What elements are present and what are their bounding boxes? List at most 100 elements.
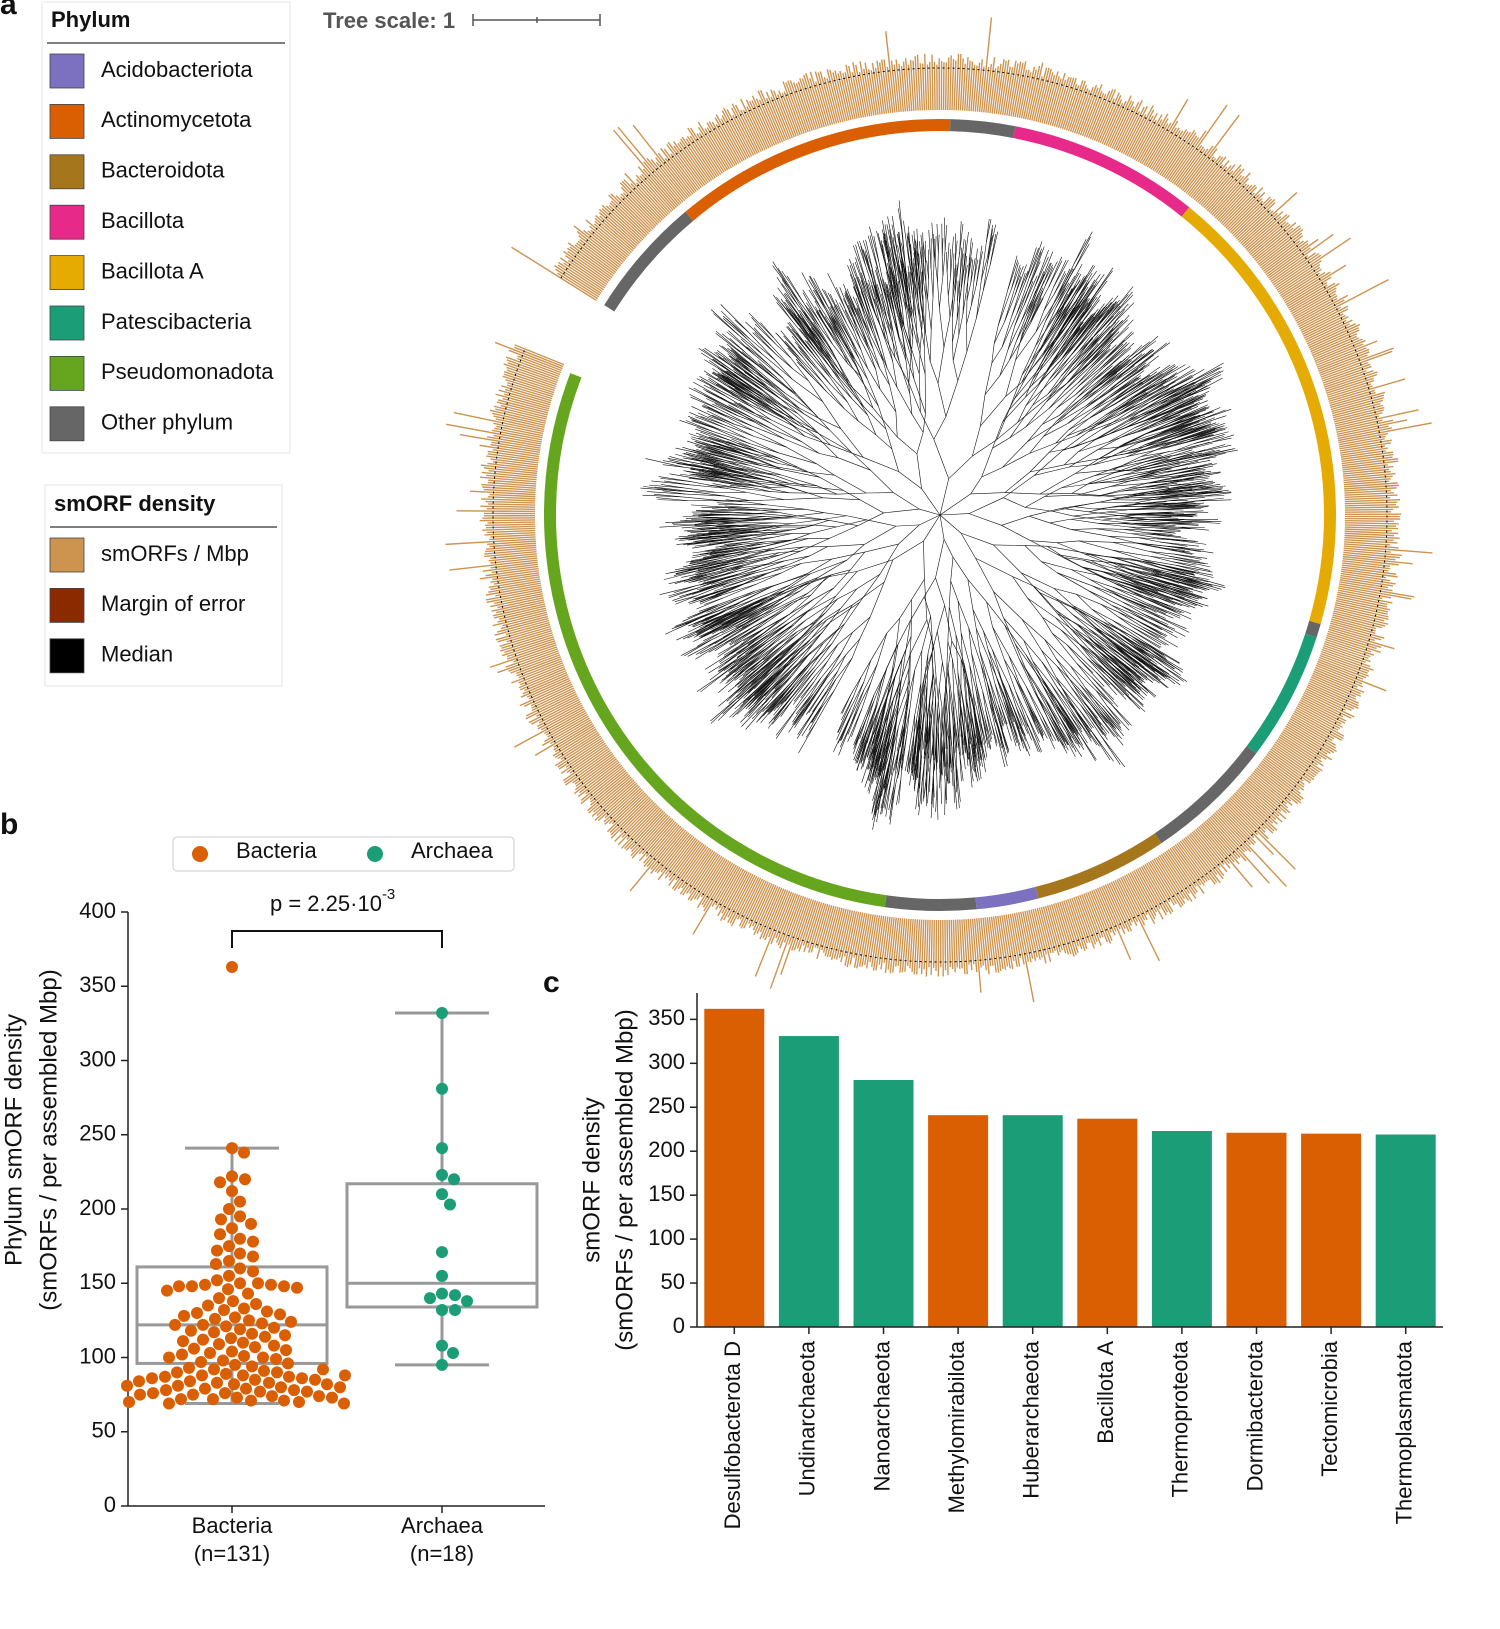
tree-branch	[1122, 354, 1154, 380]
density-spike	[1340, 574, 1396, 585]
density-spike	[892, 917, 900, 973]
tree-branch	[912, 734, 917, 772]
tree-branch	[806, 520, 829, 528]
density-spike	[604, 786, 640, 819]
density-spike	[814, 71, 832, 126]
density-spike	[1252, 222, 1297, 259]
tree-branch	[921, 702, 927, 732]
density-spike	[1174, 844, 1205, 886]
density-spike	[1077, 895, 1097, 945]
tree-branch	[1181, 575, 1213, 586]
density-spike	[486, 455, 539, 464]
tree-branch	[727, 605, 759, 622]
tree-branch	[1145, 476, 1185, 484]
tree-branch	[1028, 356, 1043, 373]
tree-branch	[984, 375, 1000, 395]
density-spike	[1089, 891, 1112, 944]
density-spike	[562, 747, 610, 782]
tree-branch	[773, 573, 811, 586]
tree-branch	[1140, 607, 1160, 618]
tree-branch	[1171, 452, 1202, 460]
tree-branch	[959, 223, 964, 255]
density-spike	[1335, 409, 1419, 429]
tree-branch	[1162, 504, 1181, 507]
density-spike	[1336, 595, 1388, 608]
tree-branch	[911, 579, 925, 600]
tree-branch	[1131, 384, 1164, 403]
density-spike	[792, 82, 811, 132]
density-spike	[796, 899, 815, 949]
tree-branch	[1060, 326, 1080, 349]
tree-branch	[928, 732, 930, 772]
density-spike	[1343, 547, 1391, 553]
tree-branch	[926, 653, 929, 688]
density-spike	[989, 68, 997, 114]
tree-branch	[1162, 385, 1198, 401]
density-spike	[501, 638, 555, 657]
density-spike	[871, 62, 881, 115]
tree-branch	[705, 618, 740, 636]
tree-branch	[662, 460, 699, 467]
tree-branch	[930, 779, 934, 819]
tree-branch	[1155, 364, 1186, 383]
tree-branch	[890, 684, 900, 708]
density-spike	[1201, 823, 1235, 863]
tree-branch	[1114, 557, 1143, 562]
tree-branch	[1149, 424, 1173, 433]
density-spike	[1017, 912, 1030, 962]
tree-branch	[690, 504, 730, 508]
density-spike	[826, 907, 841, 958]
tree-branch	[1160, 366, 1191, 384]
density-spike	[482, 527, 536, 531]
tree-branch	[1098, 446, 1119, 450]
tree-branch	[692, 491, 726, 497]
tree-branch	[723, 513, 756, 515]
tree-branch	[1113, 565, 1152, 574]
density-spike	[557, 272, 599, 300]
tree-branch	[1093, 410, 1115, 426]
tree-branch	[1063, 458, 1099, 466]
tree-branch	[889, 229, 895, 262]
tree-branch	[836, 708, 851, 740]
tree-branch	[772, 663, 789, 677]
tree-branch	[1098, 416, 1117, 426]
tree-branch	[1123, 377, 1141, 390]
density-spike	[1283, 271, 1331, 302]
tree-branch	[1154, 586, 1185, 599]
density-spike	[751, 95, 776, 146]
tree-branch	[737, 659, 769, 685]
tree-branch	[948, 455, 973, 479]
density-spike	[948, 919, 951, 968]
tree-branch	[1150, 487, 1169, 490]
density-spike	[1344, 524, 1396, 527]
tree-branch	[938, 662, 943, 688]
tree-branch	[1090, 344, 1117, 369]
tree-branch	[987, 224, 996, 264]
tree-branch	[1124, 516, 1150, 521]
tree-branch	[908, 356, 912, 383]
tree-branch	[820, 652, 842, 679]
tree-branch	[674, 534, 713, 540]
density-spike	[685, 138, 715, 180]
tree-branch	[690, 570, 716, 578]
density-spike	[1257, 229, 1304, 266]
tree-branch	[1005, 382, 1023, 397]
tree-branch	[758, 691, 785, 721]
tree-branch	[1106, 319, 1134, 348]
density-spike	[1292, 712, 1343, 742]
density-spike	[580, 768, 625, 805]
tree-branch	[1181, 465, 1214, 473]
tree-branch	[1139, 665, 1168, 688]
density-spike	[497, 597, 544, 609]
density-spike	[565, 740, 605, 768]
tree-branch	[929, 361, 939, 384]
density-spike	[1342, 560, 1390, 567]
tree-branch	[1168, 573, 1195, 582]
density-spike	[610, 796, 651, 836]
tree-branch	[1110, 671, 1137, 694]
density-spike	[630, 814, 669, 857]
tree-branch	[1025, 378, 1054, 406]
tree-branch	[1144, 513, 1166, 516]
tree-branch	[1016, 725, 1028, 752]
tree-branch	[1142, 423, 1177, 436]
